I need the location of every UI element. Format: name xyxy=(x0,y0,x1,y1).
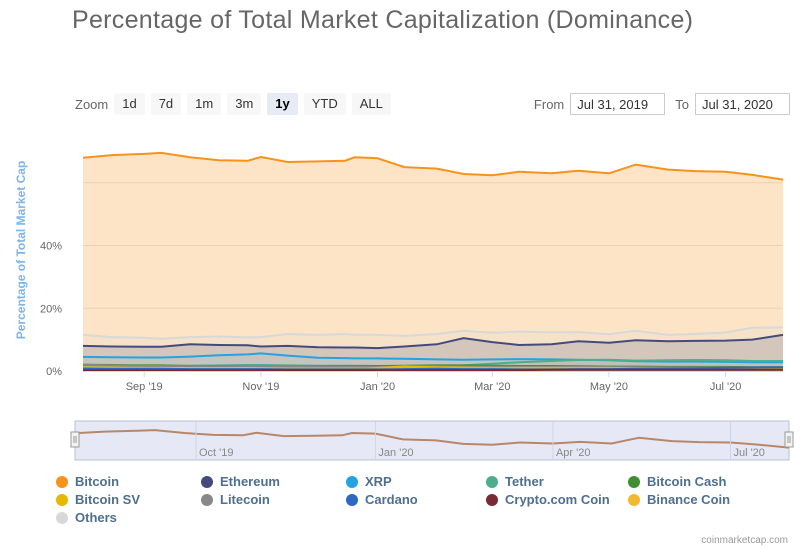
zoom-button-7d[interactable]: 7d xyxy=(150,93,182,115)
y-tick-label: 20% xyxy=(40,303,62,315)
navigator-tick-label: Oct '19 xyxy=(199,447,234,459)
legend-item-bitcoin-cash[interactable]: Bitcoin Cash xyxy=(628,474,726,489)
navigator-series xyxy=(74,429,790,449)
x-tick-label: Nov '19 xyxy=(242,381,279,393)
legend-label: Bitcoin SV xyxy=(75,492,141,507)
legend-label: Litecoin xyxy=(220,492,270,507)
legend-marker xyxy=(56,511,68,524)
legend-marker xyxy=(486,493,498,506)
zoom-button-1m[interactable]: 1m xyxy=(187,93,222,115)
y-axis-title: Percentage of Total Market Cap xyxy=(14,161,28,340)
legend-item-cardano[interactable]: Cardano xyxy=(346,492,418,507)
legend-label: Ethereum xyxy=(220,474,280,489)
legend-label: Tether xyxy=(505,474,544,489)
chart-title: Percentage of Total Market Capitalizatio… xyxy=(72,6,694,34)
series-line-xrp xyxy=(82,352,783,364)
navigator-tick-label: Jul '20 xyxy=(733,447,764,459)
navigator-handle-right[interactable] xyxy=(784,431,794,448)
y-tick-label: 0% xyxy=(46,366,62,378)
legend-marker xyxy=(628,475,640,488)
legend-item-xrp[interactable]: XRP xyxy=(346,474,392,489)
legend-marker xyxy=(56,493,68,506)
legend-label: Bitcoin xyxy=(75,474,120,489)
from-label: From xyxy=(533,96,565,112)
zoom-label: Zoom xyxy=(75,96,109,112)
zoom-button-1y[interactable]: 1y xyxy=(267,93,298,115)
legend-label: Binance Coin xyxy=(647,492,731,507)
series-area-bitcoin xyxy=(83,152,783,371)
zoom-selector: Zoom 1d 7d 1m 3m 1y YTD ALL xyxy=(75,93,397,115)
date-range-selector: From To xyxy=(524,93,790,115)
legend-item-crypto-com-coin[interactable]: Crypto.com Coin xyxy=(486,492,610,507)
legend-label: Bitcoin Cash xyxy=(647,474,727,489)
y-tick-label: 40% xyxy=(40,241,62,253)
legend-item-bitcoin-sv[interactable]: Bitcoin SV xyxy=(56,492,140,507)
series-line-bitcoin xyxy=(82,151,784,181)
x-tick-label: May '20 xyxy=(590,381,628,393)
legend-marker xyxy=(201,475,213,488)
x-tick-label: Mar '20 xyxy=(474,381,510,393)
legend-marker xyxy=(628,493,640,506)
zoom-button-all[interactable]: ALL xyxy=(351,93,391,115)
navigator-handle-left[interactable] xyxy=(70,431,80,448)
legend-label: XRP xyxy=(365,474,392,489)
series-line-ethereum xyxy=(82,333,784,350)
legend-item-litecoin[interactable]: Litecoin xyxy=(201,492,270,507)
from-date-input[interactable] xyxy=(570,93,666,115)
legend-item-bitcoin[interactable]: Bitcoin xyxy=(56,474,119,489)
x-tick-label: Jul '20 xyxy=(710,381,741,393)
series-line-others xyxy=(82,326,784,340)
legend-label: Cardano xyxy=(365,492,418,507)
legend-marker xyxy=(346,475,358,488)
legend-item-ethereum[interactable]: Ethereum xyxy=(201,474,280,489)
credit-text[interactable]: coinmarketcap.com xyxy=(701,535,788,546)
navigator-tick-label: Jan '20 xyxy=(378,447,413,459)
legend-marker xyxy=(201,493,213,506)
to-label: To xyxy=(675,96,689,112)
legend-marker xyxy=(486,475,498,488)
zoom-button-1d[interactable]: 1d xyxy=(114,93,145,115)
legend-marker xyxy=(346,493,358,506)
x-tick-label: Sep '19 xyxy=(126,381,163,393)
zoom-button-ytd[interactable]: YTD xyxy=(303,93,346,115)
zoom-button-3m[interactable]: 3m xyxy=(227,93,262,115)
legend-label: Crypto.com Coin xyxy=(505,492,610,507)
navigator-tick-label: Apr '20 xyxy=(556,447,591,459)
x-tick-label: Jan '20 xyxy=(360,381,395,393)
to-date-input[interactable] xyxy=(695,93,790,115)
legend-item-binance-coin[interactable]: Binance Coin xyxy=(628,492,730,507)
series-line-crypto-com-coin xyxy=(83,368,783,372)
legend-label: Others xyxy=(75,510,117,525)
legend-marker xyxy=(56,475,68,488)
legend-item-others[interactable]: Others xyxy=(56,510,117,525)
legend-item-tether[interactable]: Tether xyxy=(486,474,544,489)
series-area-ethereum xyxy=(83,334,783,371)
chart-canvas: 0% 20% 40% Percentage of Total Market Cap Se… xyxy=(14,151,794,461)
